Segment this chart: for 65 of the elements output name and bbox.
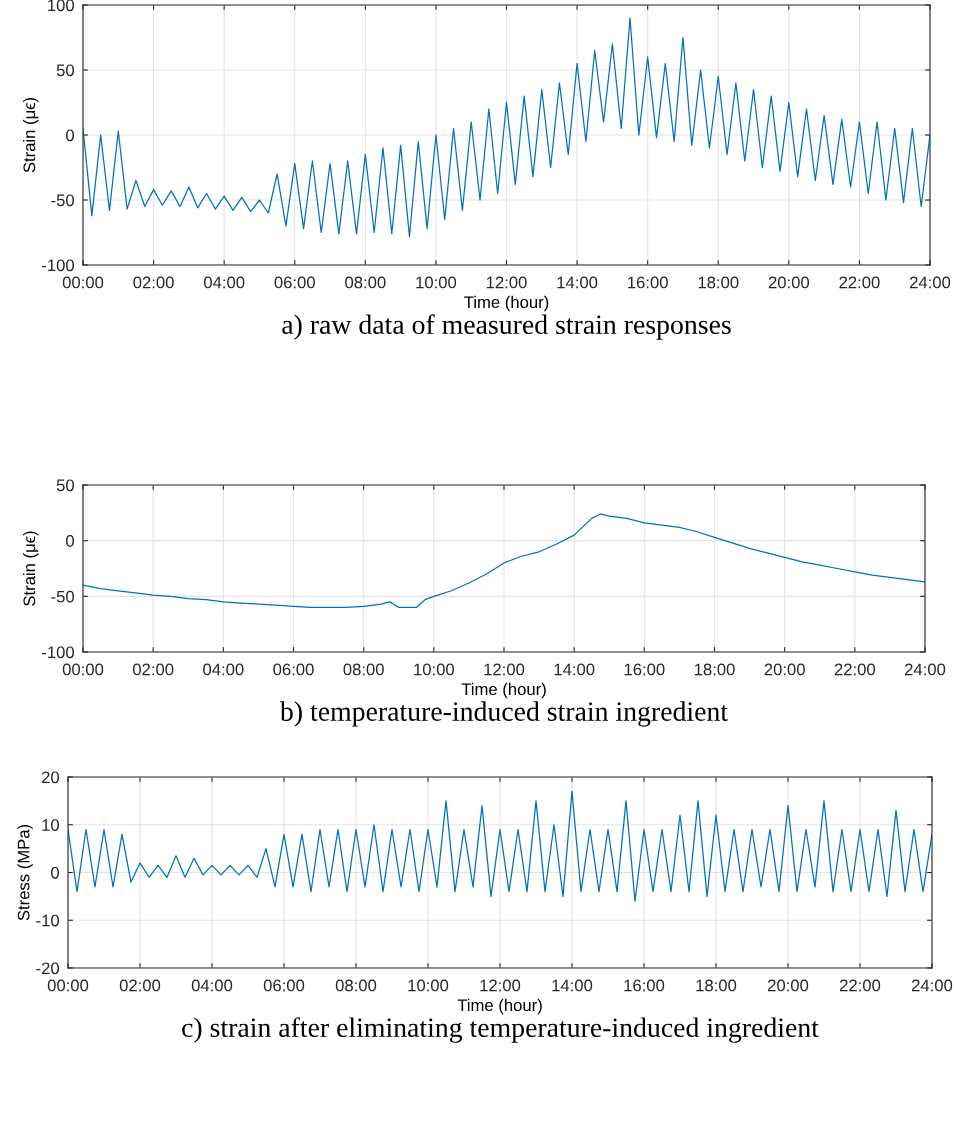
text: b) temperature-induced strain ingredient — [279, 701, 728, 727]
x-tick-label: 04:00 — [203, 663, 244, 676]
x-tick-label: 02:00 — [133, 276, 174, 289]
x-tick-label: 10:00 — [414, 663, 455, 676]
x-tick-label: 06:00 — [273, 663, 314, 676]
y-axis-title: Strain (μϵ) — [23, 531, 39, 606]
y-tick-label: 0 — [51, 866, 60, 879]
y-axis-title: Stress (MPa) — [17, 824, 33, 921]
y-tick-label: 50 — [56, 64, 75, 77]
y-tick-label: -50 — [51, 590, 75, 603]
line-series — [68, 790, 932, 902]
y-tick-label: 0 — [66, 129, 75, 142]
text: c) strain after eliminating temperature-induced ingredient — [182, 1017, 819, 1043]
x-tick-label: 12:00 — [486, 276, 527, 289]
line-series — [83, 513, 925, 609]
x-tick-label: 00:00 — [47, 979, 89, 992]
x-tick-label: 18:00 — [694, 663, 735, 676]
x-tick-label: 08:00 — [335, 979, 377, 992]
x-tick-label: 12:00 — [484, 663, 525, 676]
x-tick-label: 04:00 — [191, 979, 233, 992]
x-axis-title: Time (hour) — [461, 682, 546, 699]
x-tick-label: 16:00 — [628, 276, 668, 289]
x-tick-label: 20:00 — [764, 663, 805, 676]
x-tick-label: 00:00 — [62, 276, 104, 289]
x-axis-title: Time (hour) — [457, 998, 542, 1015]
text: a) raw data of measured strain responses — [282, 314, 731, 340]
y-tick-label: 100 — [48, 0, 75, 12]
x-tick-label: 06:00 — [263, 979, 305, 992]
x-tick-label: 10:00 — [408, 979, 449, 992]
x-tick-label: 12:00 — [480, 979, 521, 992]
line-series — [83, 17, 930, 238]
x-tick-label: 24:00 — [909, 276, 951, 289]
x-axis-title: Time (hour) — [464, 295, 549, 312]
x-tick-label: 22:00 — [839, 276, 880, 289]
y-tick-label: -20 — [36, 962, 60, 975]
y-axis-title: Strain (μϵ) — [23, 97, 39, 173]
x-tick-label: 14:00 — [557, 276, 598, 289]
x-tick-label: 14:00 — [554, 663, 595, 676]
x-tick-label: 02:00 — [119, 979, 161, 992]
y-tick-label: 50 — [56, 479, 75, 492]
x-tick-label: 20:00 — [768, 276, 810, 289]
x-tick-label: 18:00 — [698, 276, 739, 289]
y-tick-label: 20 — [41, 771, 60, 784]
x-tick-label: 18:00 — [696, 979, 737, 992]
x-tick-label: 08:00 — [345, 276, 386, 289]
x-tick-label: 02:00 — [132, 663, 174, 676]
x-tick-label: 00:00 — [62, 663, 104, 676]
x-tick-label: 24:00 — [904, 663, 946, 676]
x-tick-label: 10:00 — [416, 276, 457, 289]
y-tick-label: -50 — [51, 194, 75, 207]
y-tick-label: -100 — [42, 646, 75, 659]
y-tick-label: 10 — [42, 819, 60, 831]
x-tick-label: 22:00 — [834, 663, 876, 676]
y-tick-label: -10 — [36, 914, 60, 927]
x-tick-label: 06:00 — [274, 276, 315, 289]
y-tick-label: 0 — [66, 535, 75, 547]
x-tick-label: 22:00 — [839, 979, 881, 992]
x-tick-label: 14:00 — [552, 979, 593, 992]
y-tick-label: -100 — [42, 259, 75, 272]
x-tick-label: 20:00 — [767, 979, 809, 992]
x-tick-label: 16:00 — [624, 979, 665, 992]
x-tick-label: 04:00 — [203, 276, 245, 289]
x-tick-label: 24:00 — [911, 979, 953, 992]
x-tick-label: 08:00 — [343, 663, 384, 676]
x-tick-label: 16:00 — [624, 663, 665, 676]
